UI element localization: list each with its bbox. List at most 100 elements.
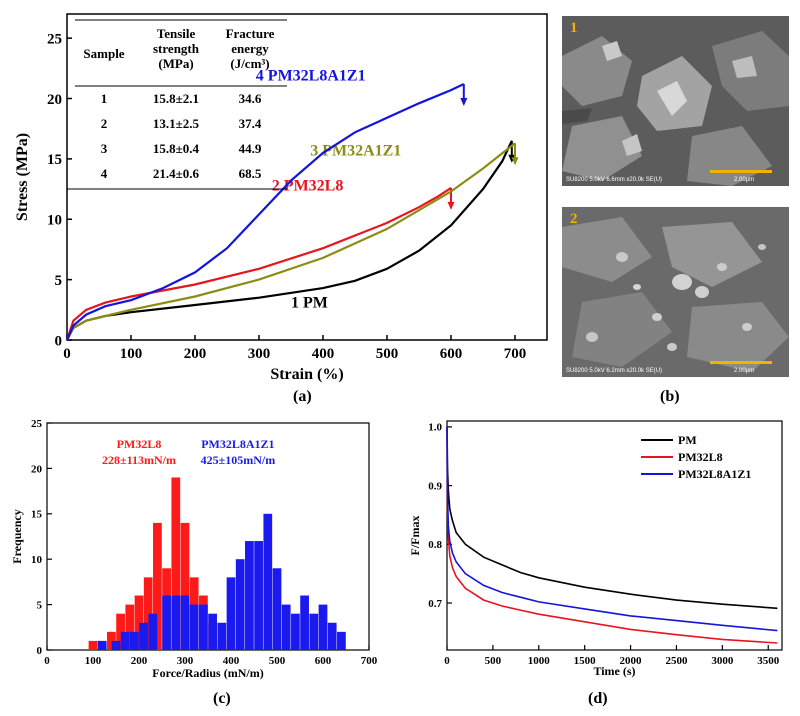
series-line (66, 142, 516, 341)
y-tick-label: 15 (47, 152, 62, 168)
y-tick-label: 20 (47, 92, 62, 108)
histogram-legend-stat: 425±105mN/m (201, 453, 276, 467)
stress-relaxation-chart: 0 500 1000 1500 2000 2500 3000 3500 0.7 0.8 0.9 1.0… (408, 420, 783, 678)
sem-texture-2 (562, 207, 789, 377)
legend-label: PM (678, 433, 697, 447)
x-tick-label: 300 (177, 655, 194, 667)
scale-label-2: 2.00μm (734, 368, 755, 374)
scale-bar-2 (710, 361, 772, 364)
scale-bar-1 (710, 170, 772, 173)
histogram-bar (180, 595, 190, 650)
y-tick-label: 0 (37, 645, 43, 657)
label-pm: 1 PM (291, 294, 328, 311)
histogram-bar (189, 604, 199, 650)
table-cell: 4 (101, 166, 108, 181)
histogram-bar (217, 622, 227, 650)
caption-d: (d) (588, 690, 608, 707)
y-tick-label: 10 (47, 213, 62, 229)
table-cell: 13.1±2.5 (153, 116, 200, 131)
y-tick-label: 10 (31, 554, 43, 566)
x-tick-label: 2000 (620, 655, 643, 667)
histogram-bar (153, 522, 162, 650)
y-tick-label: 0.8 (428, 539, 442, 551)
fracture-arrow-head (460, 98, 468, 107)
x-tick-label: 0 (44, 655, 50, 667)
x-tick-label: 100 (85, 655, 102, 667)
x-tick-label: 600 (440, 346, 463, 362)
histogram-bar (171, 595, 181, 650)
y-tick-label: 15 (31, 509, 43, 521)
table-cell: 15.8±0.4 (153, 141, 200, 156)
y-tick-label: 0.7 (428, 598, 442, 610)
legend-label: PM32L8 (678, 450, 723, 464)
y-tick-label: 20 (31, 463, 43, 475)
x-tick-label: 600 (315, 655, 332, 667)
x-tick-label: 1000 (528, 655, 551, 667)
x-tick-label: 200 (184, 346, 207, 362)
histogram-bar (281, 604, 291, 650)
scale-label-1: 2.00μm (734, 177, 755, 183)
x-tick-label: 400 (312, 346, 335, 362)
histogram-bar (171, 477, 181, 650)
caption-c: (c) (213, 690, 231, 707)
fracture-arrow-head (511, 157, 519, 166)
y-tick-label: 0.9 (428, 480, 442, 492)
x-tick-label: 2500 (665, 655, 688, 667)
series-line (446, 426, 778, 644)
x-tick-label: 700 (504, 346, 527, 362)
series-line (65, 186, 452, 341)
histogram-legend-name: PM32L8 (117, 437, 162, 451)
sem-texture-1 (562, 16, 789, 186)
sem-info-1: SU8200 5.0kV 6.6mm x20.0k SE(U) (566, 177, 663, 183)
plot-frame (46, 422, 370, 651)
histogram-bar (134, 595, 144, 650)
y-axis-label: Frequency (10, 509, 24, 563)
x-tick-label: 0 (63, 346, 71, 362)
histogram-bar (143, 577, 153, 650)
table-cell: 68.5 (239, 166, 262, 181)
table-cell: 15.8±2.1 (153, 91, 199, 106)
x-tick-label: 500 (376, 346, 399, 362)
x-axis-label: Force/Radius (mN/m) (152, 666, 263, 680)
histogram-bar (263, 513, 273, 650)
histogram-bar (111, 640, 121, 650)
x-tick-label: 3000 (711, 655, 734, 667)
histogram-bar (300, 595, 309, 650)
caption-b: (b) (660, 388, 680, 405)
y-tick-label: 5 (37, 599, 43, 611)
table-header-cell: Fracture (226, 26, 275, 41)
label-pm32l8a1z1: 4 PM32L8A1Z1 (256, 67, 366, 84)
x-tick-label: 400 (223, 655, 240, 667)
table-header-cell: Tensile (157, 26, 196, 41)
x-axis-label: Time (s) (593, 664, 635, 678)
histogram-bar (245, 541, 254, 650)
histogram-bar (162, 595, 171, 650)
histogram-bar (235, 559, 245, 650)
x-tick-label: 1500 (574, 655, 597, 667)
table-cell: 3 (101, 141, 108, 156)
table-header-cell: energy (231, 41, 269, 56)
histogram-bar (309, 613, 319, 650)
histogram-bar (199, 604, 208, 650)
legend-label: PM32L8A1Z1 (678, 467, 751, 481)
table-cell: 37.4 (239, 116, 262, 131)
fracture-arrow-head (447, 201, 455, 210)
series-line (446, 426, 778, 632)
histogram-bar (327, 622, 337, 650)
x-tick-label: 500 (269, 655, 286, 667)
histogram-bar (180, 522, 190, 650)
sem-info-2: SU8200 5.0kV 6.2mm x20.0k SE(U) (566, 368, 663, 374)
table-cell: 21.4±0.6 (153, 166, 200, 181)
y-axis-label: Stress (MPa) (14, 133, 31, 221)
table-cell: 2 (101, 116, 108, 131)
histogram-legend-stat: 228±113mN/m (102, 453, 176, 467)
plot-frame (446, 420, 783, 651)
histogram-bar (139, 622, 148, 650)
histogram-bar (226, 577, 236, 650)
sem-image-1: 1 SU8200 5.0kV 6.6mm x20.0k SE(U) 2.00μm (562, 16, 789, 186)
label-pm32l8: 2 PM32L8 (272, 177, 344, 194)
x-tick-label: 0 (444, 655, 450, 667)
histogram-bar (97, 640, 107, 650)
